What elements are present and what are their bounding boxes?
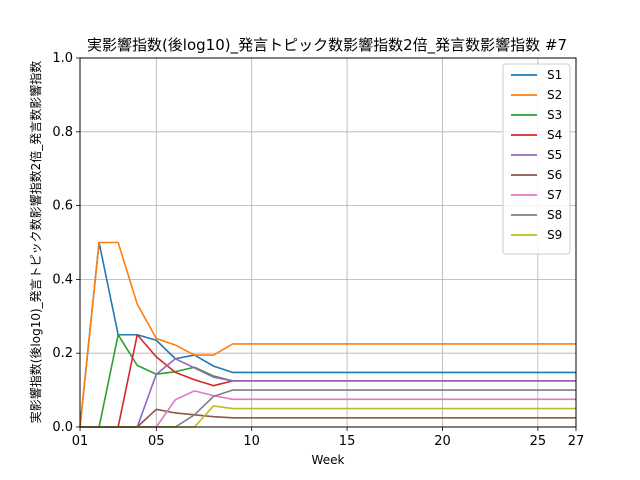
x-tick-label: 10 — [243, 434, 260, 449]
legend-label: S7 — [547, 188, 562, 202]
legend-label: S6 — [547, 168, 562, 182]
series-line-s5 — [80, 357, 576, 428]
x-tick-label: 01 — [72, 434, 89, 449]
x-tick-label: 25 — [530, 434, 547, 449]
y-tick-label: 0.8 — [52, 125, 73, 140]
y-tick-label: 0.0 — [52, 420, 73, 435]
x-tick-label: 15 — [339, 434, 356, 449]
series-line-s7 — [80, 390, 576, 428]
legend-box — [502, 63, 571, 255]
y-tick-label: 0.2 — [52, 346, 73, 361]
y-tick-label: 1.0 — [52, 51, 73, 66]
axis-ticks: 01 05 10 15 20 25 27 0.0 0.2 0.4 0.6 0.8 1.0 — [52, 51, 584, 449]
legend-label: S1 — [547, 68, 562, 82]
x-axis-label: Week — [312, 453, 345, 467]
series-line-s1 — [79, 241, 576, 428]
plot-frame — [79, 57, 577, 428]
chart-title: 実影響指数(後log10)_発言トピック数影響指数2倍_発言数影響指数 #7 — [87, 36, 567, 55]
legend-label: S2 — [547, 88, 562, 102]
legend-label: S4 — [547, 128, 562, 142]
x-tick-label: 05 — [148, 434, 165, 449]
y-tick-label: 0.6 — [52, 199, 73, 214]
series-line-s2 — [79, 241, 576, 428]
legend-label: S3 — [547, 108, 562, 122]
series-line-s6 — [80, 408, 576, 428]
x-tick-label: 27 — [568, 434, 585, 449]
legend: S1 S2 S3 S4 S5 S6 S7 S8 S9 — [502, 63, 571, 255]
y-axis-label: 実影響指数(後log10)_発言トピック数影響指数2倍_発言数影響指数 — [28, 61, 43, 424]
legend-label: S9 — [547, 228, 562, 242]
y-tick-label: 0.4 — [52, 272, 73, 287]
x-tick-label: 20 — [434, 434, 451, 449]
legend-label: S8 — [547, 208, 562, 222]
legend-label: S5 — [547, 148, 562, 162]
